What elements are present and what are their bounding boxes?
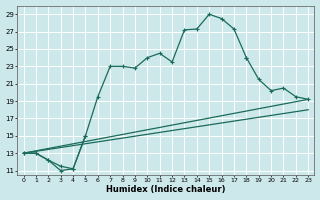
X-axis label: Humidex (Indice chaleur): Humidex (Indice chaleur) [106,185,226,194]
